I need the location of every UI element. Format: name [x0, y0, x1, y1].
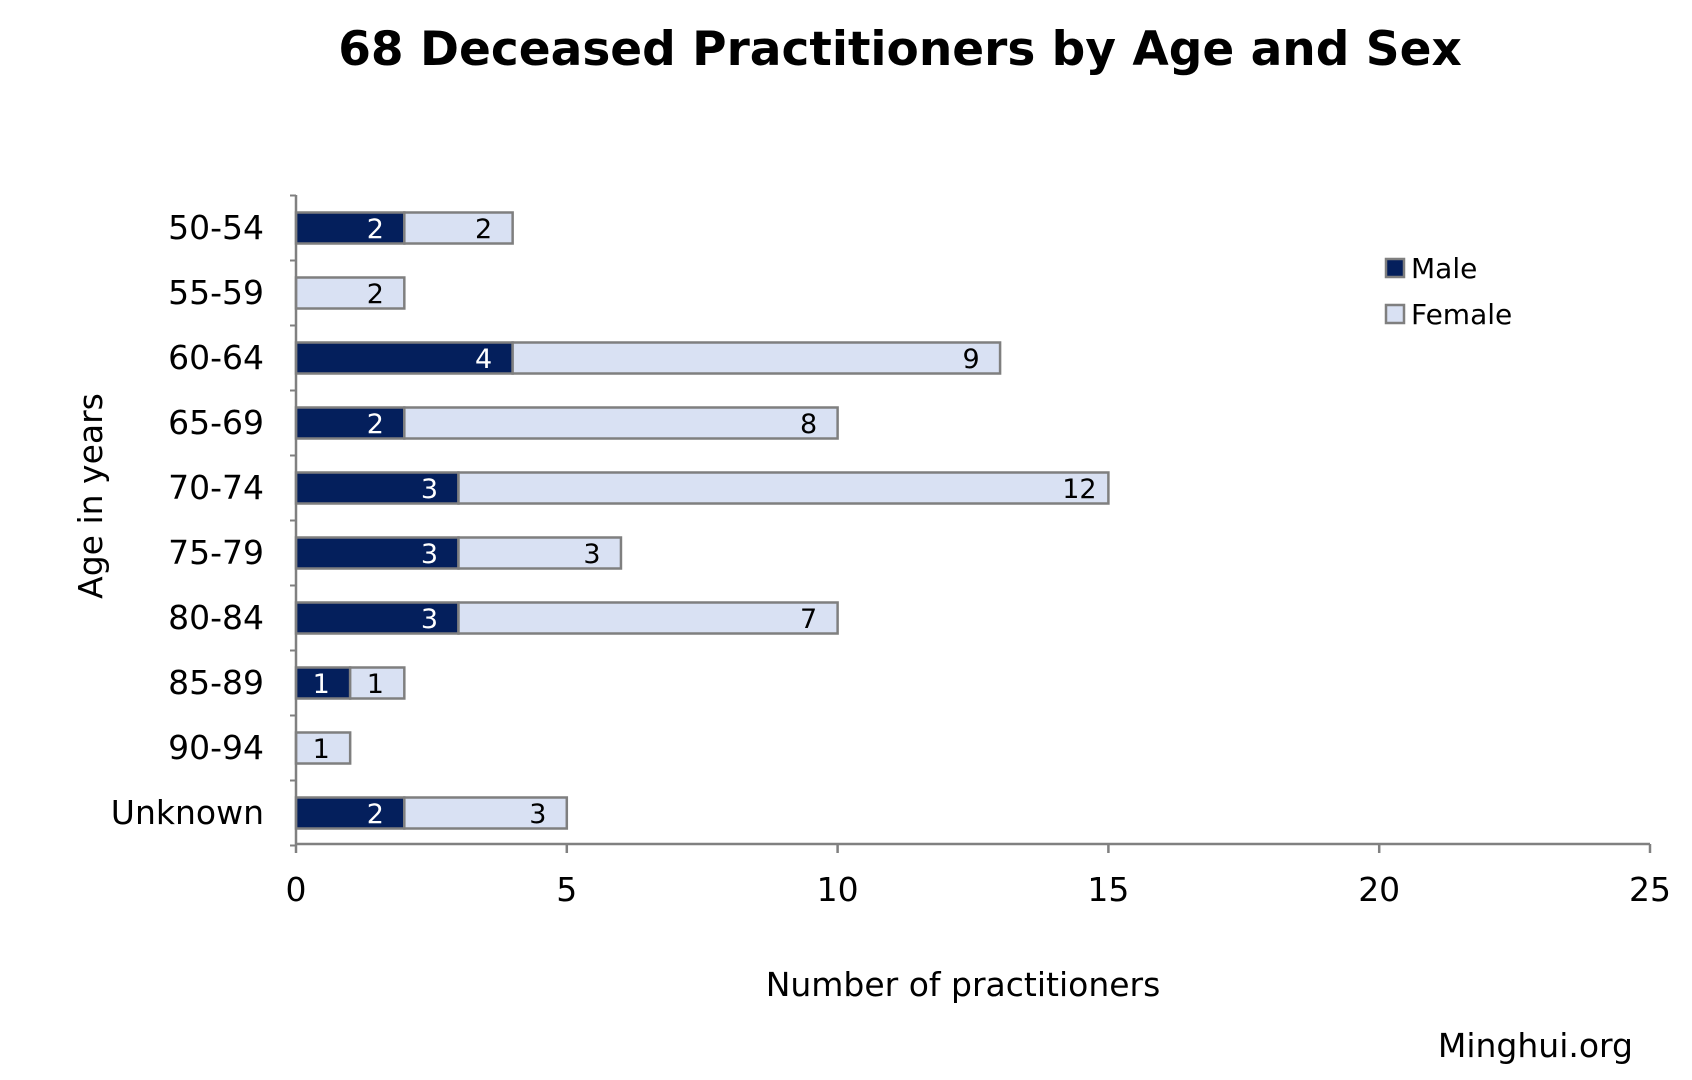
bar-female-80-84: [457, 601, 839, 635]
legend-label-male: Male: [1411, 252, 1477, 285]
data-label-male-80-84: 3: [421, 604, 438, 635]
data-label-male-50-54: 2: [367, 214, 384, 245]
data-label-male-65-69: 2: [367, 409, 384, 440]
data-labels-layer: 2 224 92 83 123 33 71 112 3: [313, 214, 1097, 830]
bar-female-60-64: [511, 341, 1002, 375]
y-tick-label: 90-94: [168, 728, 264, 767]
bar-female-85-89: [348, 666, 406, 700]
data-label-male-60-64: 4: [475, 344, 492, 375]
bars-layer: [294, 211, 1110, 830]
bar-female-75-79: [457, 536, 623, 570]
bar-female-65-69: [403, 406, 839, 440]
legend-swatch-male: [1384, 257, 1406, 279]
data-label-female-65-69: 8: [800, 409, 817, 440]
data-label-male-70-74: 3: [421, 474, 438, 505]
y-tick-label: 50-54: [168, 208, 264, 247]
y-tick-label: 60-64: [168, 338, 264, 377]
legend-label-female: Female: [1411, 298, 1512, 331]
data-label-female-70-74: 12: [1062, 474, 1096, 505]
y-tick-label: 55-59: [168, 273, 264, 312]
chart-title: 68 Deceased Practitioners by Age and Sex: [338, 22, 1462, 77]
data-label-male-85-89: 1: [313, 669, 330, 700]
bar-male-unknown: [294, 796, 406, 830]
legend: Male Female: [1384, 252, 1512, 331]
data-label-female-80-84: 7: [800, 604, 817, 635]
y-axis-title: Age in years: [71, 393, 110, 599]
data-label-female-75-79: 3: [583, 539, 600, 570]
y-tick-label: 70-74: [168, 468, 264, 507]
bar-female-50-54: [403, 211, 514, 245]
x-tick-label: 5: [556, 870, 577, 909]
x-tick-label: 20: [1358, 870, 1400, 909]
axes-layer: 50-54 55-59 60-64 65-69 70-74 75-79 80-84 85-89…: [111, 194, 1671, 909]
data-label-male-75-79: 3: [421, 539, 438, 570]
x-tick-label: 0: [286, 870, 307, 909]
bar-female-55-59: [294, 276, 406, 310]
x-tick-label: 10: [817, 870, 859, 909]
bar-female-70-74: [457, 471, 1110, 505]
data-label-female-55-59: 2: [367, 279, 384, 310]
bar-male-80-84: [294, 601, 460, 635]
data-label-female-85-89: 1: [367, 669, 384, 700]
source-credit: Minghui.org: [1438, 1026, 1633, 1065]
data-label-female-50-54: 2: [475, 214, 492, 245]
y-tick-label: Unknown: [111, 793, 264, 832]
legend-swatch-female: [1384, 303, 1406, 325]
bar-male-50-54: [294, 211, 406, 245]
x-tick-label: 15: [1087, 870, 1129, 909]
data-label-female-unknown: 3: [529, 799, 546, 830]
bar-male-75-79: [294, 536, 460, 570]
x-tick-label: 25: [1629, 870, 1671, 909]
bar-female-unknown: [403, 796, 569, 830]
y-tick-label: 80-84: [168, 598, 264, 637]
y-tick-label: 65-69: [168, 403, 264, 442]
data-label-female-90-94: 1: [313, 734, 330, 765]
data-label-male-unknown: 2: [367, 799, 384, 830]
x-axis-title: Number of practitioners: [766, 965, 1161, 1004]
y-tick-label: 85-89: [168, 663, 264, 702]
y-tick-label: 75-79: [168, 533, 264, 572]
data-label-female-60-64: 9: [962, 344, 979, 375]
bar-male-70-74: [294, 471, 460, 505]
bar-male-65-69: [294, 406, 406, 440]
